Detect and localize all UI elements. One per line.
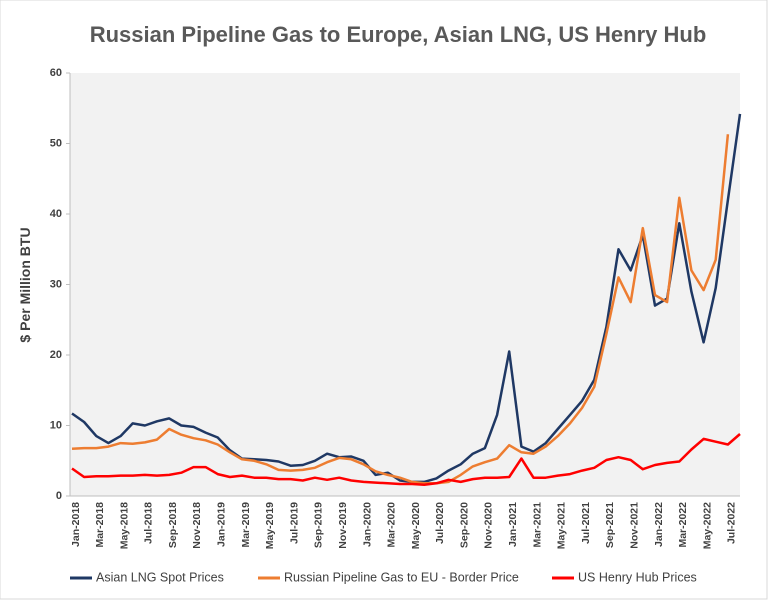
chart-title: Russian Pipeline Gas to Europe, Asian LN…: [90, 22, 707, 47]
legend-label: Russian Pipeline Gas to EU - Border Pric…: [284, 570, 519, 584]
x-tick-label: Jan-2020: [361, 502, 373, 547]
x-tick-label: Sep-2018: [167, 502, 179, 548]
x-tick-label: Nov-2018: [191, 502, 203, 549]
y-tick-label: 60: [50, 67, 62, 79]
y-tick-label: 20: [50, 349, 62, 361]
x-tick-label: Sep-2021: [604, 502, 616, 548]
legend-label: US Henry Hub Prices: [578, 570, 697, 584]
x-tick-label: Jul-2022: [726, 502, 738, 544]
x-tick-label: Mar-2019: [240, 502, 252, 548]
x-tick-label: Jan-2018: [70, 502, 82, 547]
x-tick-label: Jan-2022: [653, 502, 665, 547]
x-tick-label: Sep-2020: [458, 502, 470, 548]
x-tick-label: Jul-2021: [580, 502, 592, 544]
series-line: [71, 134, 730, 485]
y-tick-label: 0: [56, 490, 62, 502]
x-tick-label: May-2018: [118, 502, 130, 549]
y-tick-label: 10: [50, 419, 62, 431]
x-tick-label: Nov-2020: [483, 502, 495, 549]
series-line: [71, 433, 741, 486]
legend-label: Asian LNG Spot Prices: [96, 570, 224, 584]
x-tick-label: Mar-2020: [386, 502, 398, 548]
x-tick-label: Jan-2019: [216, 502, 228, 547]
y-tick-label: 40: [50, 208, 62, 220]
x-tick-label: May-2019: [264, 502, 276, 549]
x-tick-label: Sep-2019: [313, 502, 325, 548]
x-tick-label: Mar-2021: [531, 502, 543, 548]
y-tick-label: 30: [50, 278, 62, 290]
y-tick-label: 50: [50, 137, 62, 149]
x-tick-label: Mar-2018: [94, 502, 106, 548]
x-tick-label: May-2020: [410, 502, 422, 549]
x-tick-label: Jul-2020: [434, 502, 446, 544]
x-tick-label: May-2021: [556, 502, 568, 549]
x-tick-label: Nov-2019: [337, 502, 349, 549]
series-line: [71, 113, 742, 484]
plot-background: [70, 73, 740, 496]
x-tick-label: May-2022: [701, 502, 713, 549]
x-tick-label: Jul-2018: [143, 502, 155, 544]
x-tick-label: Nov-2021: [628, 502, 640, 549]
x-tick-label: Jul-2019: [288, 502, 300, 544]
y-axis-label: $ Per Million BTU: [17, 227, 33, 342]
x-tick-label: Jan-2021: [507, 502, 519, 547]
x-tick-label: Mar-2022: [677, 502, 689, 548]
